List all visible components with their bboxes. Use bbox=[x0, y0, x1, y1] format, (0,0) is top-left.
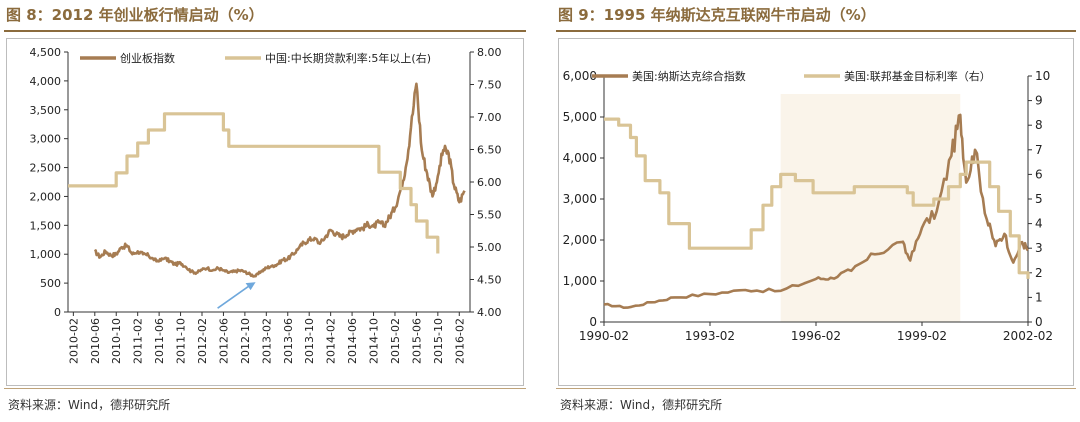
y-right-tick-label: 4.00 bbox=[477, 306, 502, 319]
y-left-tick-label: 3,500 bbox=[30, 104, 62, 117]
legend-label: 美国:联邦基金目标利率（右） bbox=[844, 69, 991, 83]
y-left-tick-label: 2,500 bbox=[30, 162, 62, 175]
legend-label: 中国:中长期贷款利率:5年以上(右) bbox=[265, 51, 431, 65]
y-left-tick-label: 5,000 bbox=[563, 110, 597, 124]
x-tick-label: 2015-02 bbox=[389, 318, 402, 364]
annotation-arrow-shaft bbox=[217, 283, 253, 309]
bottom-rule bbox=[556, 388, 1076, 389]
x-tick-label: 1990-02 bbox=[579, 329, 629, 343]
y-right-tick-label: 5.50 bbox=[477, 209, 502, 222]
y-right-tick-label: 4.50 bbox=[477, 274, 502, 287]
x-tick-label: 2011-06 bbox=[153, 318, 166, 364]
y-left-tick-label: 1,500 bbox=[30, 219, 62, 232]
series-line-rate bbox=[604, 117, 1030, 279]
source-note: 资料来源：Wind，德邦研究所 bbox=[560, 398, 723, 412]
y-left-tick-label: 6,000 bbox=[563, 69, 597, 83]
y-left-tick-label: 1,000 bbox=[563, 274, 597, 288]
x-tick-label: 2010-10 bbox=[110, 318, 123, 364]
y-right-tick-label: 6 bbox=[1035, 167, 1043, 181]
title-rule bbox=[556, 30, 1076, 32]
y-right-tick-label: 1 bbox=[1035, 290, 1043, 304]
y-right-tick-label: 0 bbox=[1035, 315, 1043, 329]
source-note: 资料来源：Wind，德邦研究所 bbox=[8, 398, 171, 412]
y-left-tick-label: 3,000 bbox=[30, 133, 62, 146]
x-tick-label: 2015-10 bbox=[432, 318, 445, 364]
series-line-index bbox=[603, 113, 1029, 309]
chart-gem-index: 0 500 1,000 1,500 2,000 2,500 3,000 3,500 4,000 4… bbox=[30, 46, 502, 364]
x-tick-label: 2013-02 bbox=[260, 318, 273, 364]
y-right-tick-label: 6.50 bbox=[477, 144, 502, 157]
y-left-tick-label: 1,000 bbox=[30, 248, 62, 261]
annotation-arrow-head bbox=[245, 282, 256, 291]
x-tick-label: 2014-06 bbox=[346, 318, 359, 364]
y-left-tick-label: 4,000 bbox=[30, 75, 62, 88]
legend-label: 美国:纳斯达克综合指数 bbox=[632, 69, 746, 83]
y-right-tick-label: 8 bbox=[1035, 118, 1043, 132]
x-tick-label: 2014-02 bbox=[325, 318, 338, 364]
y-right-tick-label: 5 bbox=[1035, 192, 1043, 206]
x-tick-label: 2014-10 bbox=[368, 318, 381, 364]
x-tick-label: 1996-02 bbox=[791, 329, 841, 343]
x-tick-label: 1993-02 bbox=[685, 329, 735, 343]
y-right-tick-label: 4 bbox=[1035, 217, 1043, 231]
y-right-tick-label: 2 bbox=[1035, 266, 1043, 280]
chart-nasdaq: 0 1,000 2,000 3,000 4,000 5,000 6,000 0 1 2 3 4 5 6 7 8… bbox=[563, 69, 1053, 343]
y-right-tick-label: 9 bbox=[1035, 94, 1043, 108]
y-right-tick-label: 7.50 bbox=[477, 79, 502, 92]
y-right-tick-label: 7 bbox=[1035, 143, 1043, 157]
legend-label: 创业板指数 bbox=[120, 51, 175, 65]
x-tick-label: 2016-02 bbox=[453, 318, 466, 364]
chart-frame bbox=[6, 38, 524, 386]
y-left-tick-label: 2,000 bbox=[30, 190, 62, 203]
y-left-tick-label: 0 bbox=[589, 315, 597, 329]
series-line-rate bbox=[68, 112, 440, 254]
figure-8-title: 图 8：2012 年创业板行情启动（%） bbox=[6, 6, 264, 24]
y-right-tick-label: 3 bbox=[1035, 241, 1043, 255]
y-right-tick-label: 10 bbox=[1035, 69, 1050, 83]
y-right-tick-label: 8.00 bbox=[477, 46, 502, 59]
y-left-tick-label: 500 bbox=[40, 277, 61, 290]
figure-9-title: 图 9：1995 年纳斯达克互联网牛市启动（%） bbox=[558, 6, 876, 24]
y-right-tick-label: 5.00 bbox=[477, 241, 502, 254]
x-tick-label: 2012-10 bbox=[239, 318, 252, 364]
figure-8-panel: 图 8：2012 年创业板行情启动（%） 0 500 1,000 1,500 2,000… bbox=[0, 0, 530, 422]
y-right-tick-label: 6.00 bbox=[477, 176, 502, 189]
series-line-index bbox=[93, 82, 466, 278]
title-rule bbox=[4, 30, 526, 32]
y-left-tick-label: 4,000 bbox=[563, 151, 597, 165]
x-tick-label: 1999-02 bbox=[897, 329, 947, 343]
x-tick-label: 2013-10 bbox=[303, 318, 316, 364]
x-tick-label: 2011-10 bbox=[175, 318, 188, 364]
x-tick-label: 2010-02 bbox=[67, 318, 80, 364]
x-tick-label: 2012-02 bbox=[196, 318, 209, 364]
y-left-tick-label: 2,000 bbox=[563, 233, 597, 247]
y-left-tick-label: 3,000 bbox=[563, 192, 597, 206]
y-left-tick-label: 0 bbox=[54, 306, 61, 319]
bottom-rule bbox=[4, 388, 526, 389]
x-tick-label: 2010-06 bbox=[89, 318, 102, 364]
x-tick-label: 2012-06 bbox=[217, 318, 230, 364]
shaded-period bbox=[780, 94, 961, 322]
y-left-tick-label: 4,500 bbox=[30, 46, 62, 59]
y-right-tick-label: 7.00 bbox=[477, 111, 502, 124]
x-tick-label: 2013-06 bbox=[282, 318, 295, 364]
figure-9-panel: 图 9：1995 年纳斯达克互联网牛市启动（%） 0 1,000 2,000 3,00… bbox=[552, 0, 1080, 422]
x-tick-label: 2015-06 bbox=[410, 318, 423, 364]
x-tick-label: 2002-02 bbox=[1003, 329, 1053, 343]
x-tick-label: 2011-02 bbox=[132, 318, 145, 364]
